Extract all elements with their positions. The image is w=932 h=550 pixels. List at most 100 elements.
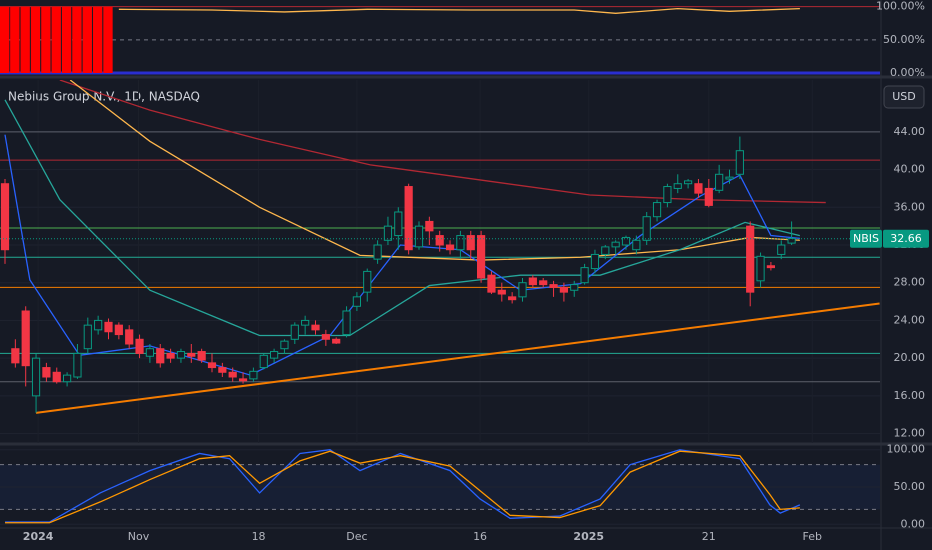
y-tick-label: 100.00%: [876, 0, 925, 13]
candle-body: [487, 274, 496, 293]
candle-body: [31, 357, 41, 397]
candle-body: [259, 354, 268, 369]
candle-body: [176, 351, 186, 359]
candle-body: [787, 237, 796, 244]
candle-body: [518, 282, 527, 298]
y-tick-label: 16.00: [894, 389, 926, 402]
candle-body: [684, 180, 693, 185]
candle-body: [104, 321, 113, 333]
indicator-bar: [20, 6, 30, 73]
y-tick-label: 28.00: [894, 276, 926, 289]
candle-body: [414, 225, 424, 248]
y-tick-label: 44.00: [894, 125, 926, 138]
candle-body: [290, 324, 299, 340]
candle-body: [342, 310, 351, 336]
candle-body: [94, 319, 103, 331]
candle-body: [363, 270, 372, 293]
candle-body: [694, 183, 703, 194]
candle-body: [601, 246, 610, 255]
candle-body: [352, 296, 361, 307]
candle-body: [580, 267, 589, 284]
candle-body: [187, 352, 196, 357]
moving-average: [59, 80, 826, 204]
candle-body: [114, 324, 123, 336]
indicator-bar: [61, 6, 72, 73]
candle-body: [590, 253, 600, 270]
candle-body: [466, 235, 475, 251]
trendline: [35, 302, 880, 414]
symbol-label: NBIS: [853, 232, 879, 245]
candle-body: [332, 338, 341, 344]
indicator-bar: [0, 6, 10, 73]
x-tick-label: 18: [252, 530, 266, 543]
candle-body: [207, 362, 217, 369]
x-tick-label: 21: [702, 530, 716, 543]
y-tick-label: 0.00: [901, 517, 926, 530]
y-tick-label: 50.00%: [883, 33, 925, 46]
candle-body: [249, 370, 258, 380]
candle-body: [11, 348, 20, 364]
candle-body: [549, 284, 558, 288]
candle-body: [394, 211, 403, 237]
candle-body: [0, 183, 10, 251]
candle-body: [145, 348, 155, 357]
currency-button[interactable]: [883, 85, 925, 109]
candle-body: [404, 186, 413, 251]
candle-body: [725, 176, 734, 180]
indicator-bar: [10, 6, 20, 73]
candle-body: [321, 334, 330, 340]
candle-body: [197, 351, 206, 361]
stochastic-line: [5, 450, 800, 524]
candle-body: [135, 338, 144, 354]
candle-body: [125, 329, 134, 345]
candle-body: [383, 225, 393, 241]
candle-body: [663, 186, 672, 204]
candle-body: [652, 202, 662, 218]
candle-body: [746, 225, 755, 293]
x-tick-label: 16: [473, 530, 487, 543]
candle-body: [477, 235, 486, 279]
candle-body: [280, 340, 289, 350]
y-tick-label: 50.00: [894, 480, 926, 493]
candle-body: [301, 319, 310, 326]
price-label: 32.66: [890, 232, 922, 245]
x-tick-label: 2024: [23, 530, 54, 543]
candle-body: [73, 352, 82, 378]
candle-body: [611, 241, 620, 248]
candle-body: [270, 351, 279, 359]
candle-body: [83, 324, 92, 350]
candle-body: [52, 371, 61, 383]
y-tick-label: 20.00: [894, 351, 926, 364]
indicator-line: [118, 7, 800, 14]
x-tick-label: Dec: [346, 530, 367, 543]
candle-body: [632, 239, 641, 251]
moving-average: [4, 99, 801, 337]
indicator-bar: [51, 6, 61, 73]
y-tick-label: 36.00: [894, 200, 926, 213]
candle-body: [228, 371, 237, 378]
candle-body: [497, 289, 506, 295]
candle-body: [166, 352, 175, 359]
indicator-bar: [92, 6, 103, 73]
candle-body: [456, 235, 465, 251]
candle-body: [42, 367, 51, 378]
candle-body: [621, 236, 631, 246]
candle-body: [539, 280, 548, 286]
y-tick-label: 0.00%: [890, 66, 925, 79]
y-tick-label: 100.00: [887, 443, 926, 456]
y-tick-label: 24.00: [894, 313, 926, 326]
candle-body: [704, 187, 713, 206]
candle-body: [425, 220, 434, 232]
candle-body: [218, 367, 227, 373]
indicator-bar: [103, 6, 113, 73]
candle-body: [21, 310, 30, 367]
candle-body: [373, 244, 382, 260]
price-box: [883, 229, 929, 248]
candle-body: [715, 173, 724, 191]
stochastic-line: [5, 449, 801, 523]
candle-body: [63, 374, 72, 383]
candle-body: [570, 284, 579, 291]
candle-body: [528, 277, 537, 286]
